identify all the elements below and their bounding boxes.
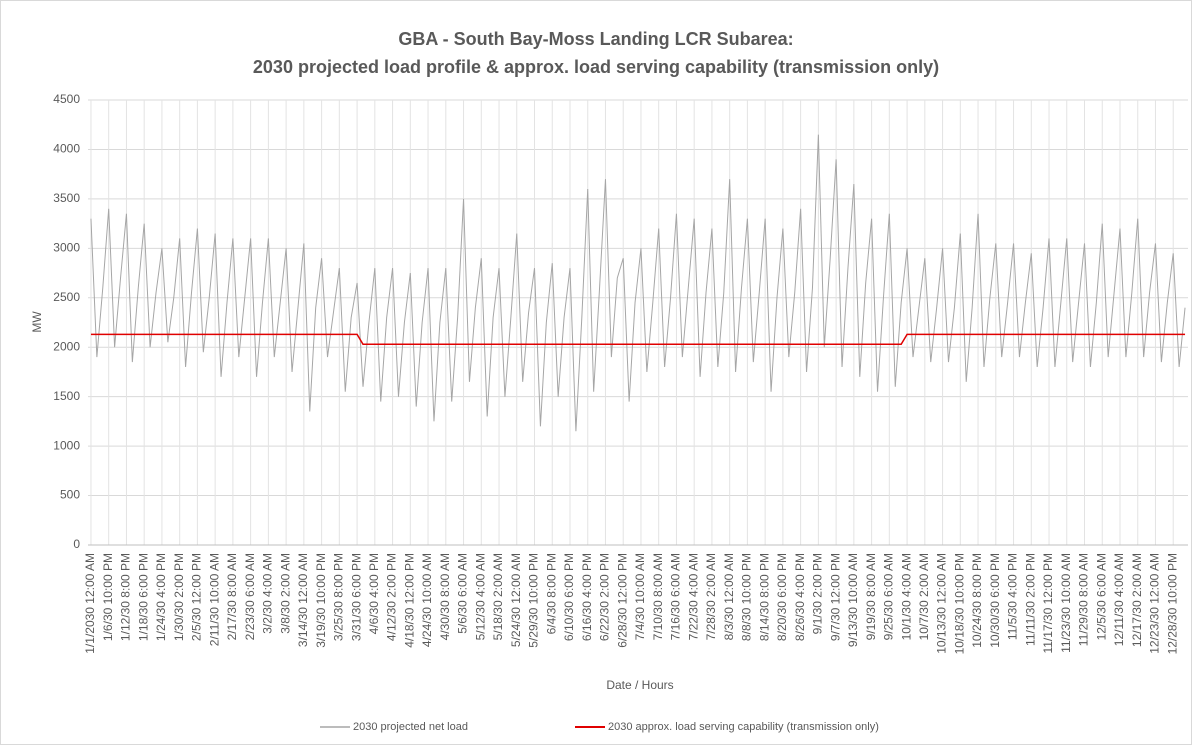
x-tick-label: 1/1/2030 12:00 AM	[83, 553, 97, 654]
x-tick-label: 2/23/30 6:00 AM	[243, 553, 257, 640]
x-tick-label: 12/23/30 12:00 AM	[1148, 553, 1162, 654]
x-tick-label: 6/10/30 6:00 PM	[562, 553, 576, 641]
x-tick-label: 11/29/30 8:00 AM	[1077, 553, 1091, 646]
x-tick-label: 9/19/30 8:00 AM	[864, 553, 878, 640]
x-tick-label: 5/29/30 10:00 PM	[527, 553, 541, 648]
x-tick-label: 2/11/30 10:00 AM	[207, 553, 221, 646]
x-tick-label: 7/22/30 4:00 AM	[686, 553, 700, 640]
x-tick-label: 5/18/30 2:00 AM	[491, 553, 505, 640]
x-tick-label: 3/31/30 6:00 PM	[349, 553, 363, 641]
x-tick-label: 3/19/30 10:00 PM	[314, 553, 328, 648]
y-tick-label: 1000	[53, 438, 80, 452]
x-tick-label: 9/25/30 6:00 AM	[882, 553, 896, 640]
series-line	[90, 333, 1186, 346]
x-tick-label: 10/30/30 6:00 PM	[988, 553, 1002, 648]
x-tick-label: 7/16/30 6:00 AM	[669, 553, 683, 640]
x-tick-label: 6/22/30 2:00 PM	[598, 553, 612, 641]
x-tick-label: 9/13/30 10:00 AM	[846, 553, 860, 647]
chart-title: GBA - South Bay-Moss Landing LCR Subarea…	[398, 29, 793, 49]
x-tick-label: 1/30/30 2:00 PM	[172, 553, 186, 641]
y-axis-label: MW	[30, 311, 44, 333]
x-tick-label: 7/10/30 8:00 AM	[651, 553, 665, 640]
x-tick-label: 8/14/30 8:00 PM	[757, 553, 771, 641]
y-tick-label: 1500	[53, 389, 80, 403]
x-tick-label: 4/24/30 10:00 AM	[420, 553, 434, 647]
x-tick-label: 11/23/30 10:00 AM	[1059, 553, 1073, 653]
x-tick-label: 2/17/30 8:00 AM	[225, 553, 239, 640]
x-tick-label: 12/11/30 4:00 AM	[1112, 553, 1126, 646]
x-tick-label: 12/28/30 10:00 PM	[1165, 553, 1179, 654]
x-tick-label: 2/5/30 12:00 PM	[190, 553, 204, 641]
x-tick-label: 4/18/30 12:00 PM	[402, 553, 416, 648]
y-tick-label: 4500	[53, 92, 80, 106]
y-tick-label: 3000	[53, 241, 80, 255]
y-tick-label: 0	[73, 537, 80, 551]
x-tick-label: 4/6/30 4:00 PM	[367, 553, 381, 634]
x-tick-label: 7/4/30 10:00 AM	[633, 553, 647, 640]
x-tick-label: 3/14/30 12:00 AM	[296, 553, 310, 647]
x-tick-label: 11/17/30 12:00 PM	[1041, 553, 1055, 654]
x-tick-label: 10/24/30 8:00 PM	[970, 553, 984, 648]
y-tick-label: 2000	[53, 339, 80, 353]
x-tick-label: 11/11/30 2:00 PM	[1023, 553, 1037, 646]
x-tick-label: 6/4/30 8:00 PM	[544, 553, 558, 634]
x-tick-label: 7/28/30 2:00 AM	[704, 553, 718, 640]
x-tick-label: 8/26/30 4:00 PM	[793, 553, 807, 641]
x-tick-label: 5/6/30 6:00 AM	[456, 553, 470, 634]
x-tick-label: 8/3/30 12:00 AM	[722, 553, 736, 640]
x-tick-label: 8/20/30 6:00 PM	[775, 553, 789, 641]
y-tick-label: 3500	[53, 191, 80, 205]
x-tick-label: 3/25/30 8:00 PM	[332, 553, 346, 641]
x-tick-label: 8/8/30 10:00 PM	[740, 553, 754, 641]
x-tick-label: 3/2/30 4:00 AM	[261, 553, 275, 634]
x-tick-label: 1/6/30 10:00 PM	[101, 553, 115, 641]
x-tick-label: 1/12/30 8:00 PM	[119, 553, 133, 641]
y-tick-label: 500	[60, 488, 80, 502]
y-tick-label: 2500	[53, 290, 80, 304]
x-tick-label: 9/1/30 2:00 PM	[811, 553, 825, 634]
x-tick-label: 5/12/30 4:00 AM	[473, 553, 487, 640]
y-tick-label: 4000	[53, 142, 80, 156]
x-tick-label: 5/24/30 12:00 AM	[509, 553, 523, 647]
x-tick-label: 6/28/30 12:00 PM	[615, 553, 629, 648]
x-tick-label: 1/18/30 6:00 PM	[136, 553, 150, 641]
legend-label: 2030 approx. load serving capability (tr…	[608, 721, 879, 733]
x-tick-label: 12/17/30 2:00 AM	[1130, 553, 1144, 647]
x-tick-label: 10/13/30 12:00 AM	[935, 553, 949, 654]
legend-label: 2030 projected net load	[353, 721, 468, 733]
x-tick-label: 12/5/30 6:00 AM	[1094, 553, 1108, 640]
x-tick-label: 10/18/30 10:00 PM	[952, 553, 966, 654]
x-tick-label: 6/16/30 4:00 PM	[580, 553, 594, 641]
x-tick-label: 4/30/30 8:00 AM	[438, 553, 452, 640]
x-tick-label: 10/7/30 2:00 AM	[917, 553, 931, 640]
x-tick-label: 11/5/30 4:00 PM	[1006, 553, 1020, 640]
x-tick-label: 1/24/30 4:00 PM	[154, 553, 168, 641]
chart-subtitle: 2030 projected load profile & approx. lo…	[253, 57, 939, 77]
x-axis-label: Date / Hours	[606, 678, 673, 692]
x-tick-label: 9/7/30 12:00 PM	[828, 553, 842, 641]
x-tick-label: 3/8/30 2:00 AM	[278, 553, 292, 634]
series-line	[90, 134, 1186, 432]
x-tick-label: 10/1/30 4:00 AM	[899, 553, 913, 640]
x-tick-label: 4/12/30 2:00 PM	[385, 553, 399, 641]
